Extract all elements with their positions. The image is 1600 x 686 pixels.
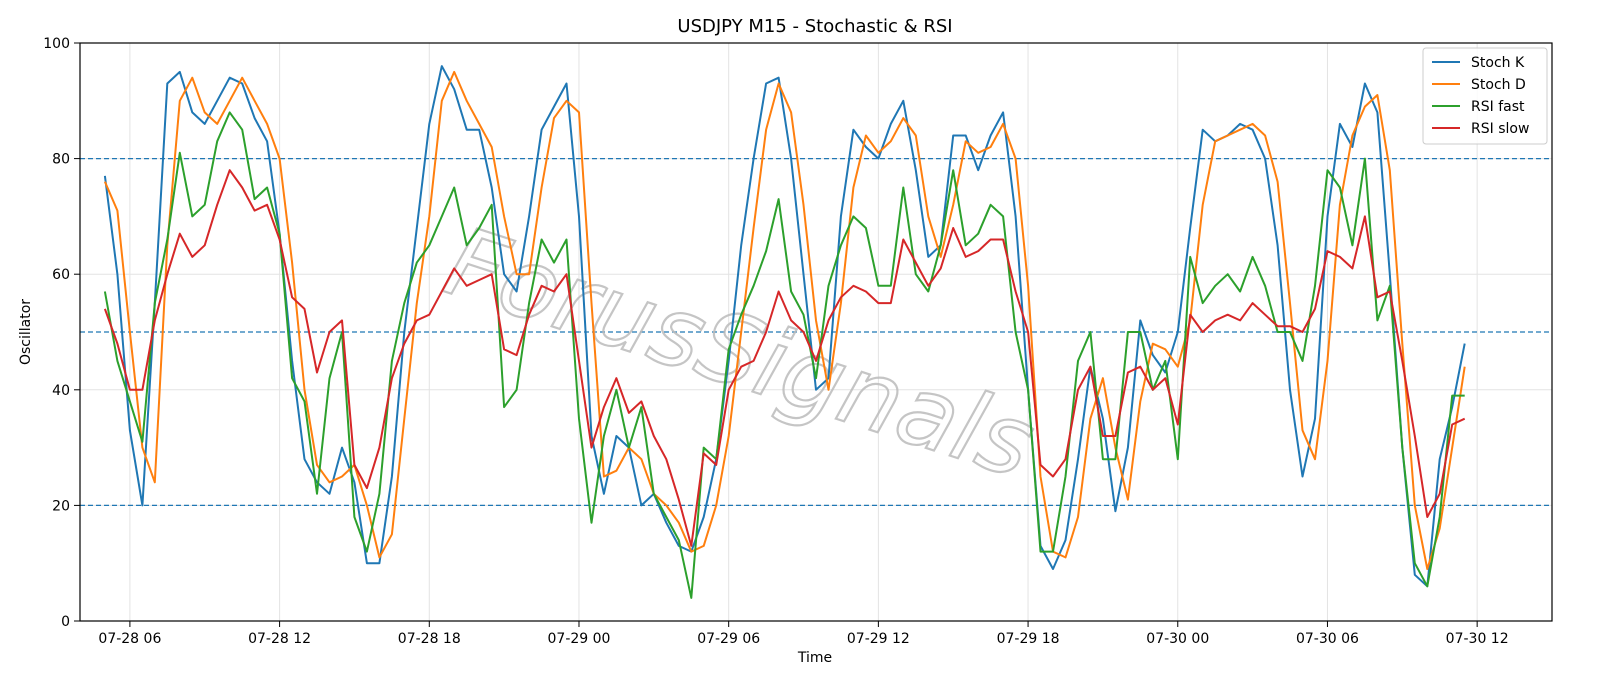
x-tick-label: 07-29 00 [548, 631, 611, 647]
x-tick-label: 07-30 12 [1446, 631, 1509, 647]
series-line-stoch-d [103, 70, 1466, 570]
series-line-stoch-k [103, 65, 1466, 588]
x-tick-label: 07-30 00 [1146, 631, 1209, 647]
y-axis-ticks: 0 20 40 60 80 100 [43, 36, 80, 630]
x-axis-ticks: 07-28 06 07-28 12 07-28 18 07-29 00 07-29 06… [98, 621, 1509, 647]
x-tick-label: 07-28 18 [398, 631, 461, 647]
legend-box [1422, 47, 1548, 145]
y-axis-label: Oscillator [18, 299, 34, 365]
x-tick-label: 07-28 12 [248, 631, 311, 647]
series-lines [103, 65, 1466, 599]
legend-label-rsi-slow: RSI slow [1471, 121, 1529, 137]
legend-label-rsi-fast: RSI fast [1471, 99, 1525, 115]
x-axis-label: Time [797, 650, 832, 666]
x-tick-label: 07-29 18 [997, 631, 1060, 647]
series-line-rsi-fast [103, 111, 1465, 599]
x-tick-label: 07-30 06 [1296, 631, 1359, 647]
y-tick-label: 0 [61, 614, 70, 630]
chart-title: USDJPY M15 - Stochastic & RSI [677, 16, 952, 37]
legend: Stoch K Stoch D RSI fast RSI slow [1422, 47, 1548, 145]
series-line-rsi-slow [103, 169, 1466, 547]
legend-label-stoch-k: Stoch K [1471, 55, 1525, 71]
y-tick-label: 100 [43, 36, 70, 52]
y-tick-label: 20 [52, 498, 70, 514]
x-tick-label: 07-29 12 [847, 631, 910, 647]
x-tick-label: 07-29 06 [697, 631, 760, 647]
x-tick-label: 07-28 06 [98, 631, 161, 647]
y-tick-label: 40 [52, 383, 70, 399]
y-tick-label: 80 [52, 152, 70, 168]
y-tick-label: 60 [52, 267, 70, 283]
legend-label-stoch-d: Stoch D [1471, 77, 1526, 93]
plot-frame [79, 42, 1553, 622]
